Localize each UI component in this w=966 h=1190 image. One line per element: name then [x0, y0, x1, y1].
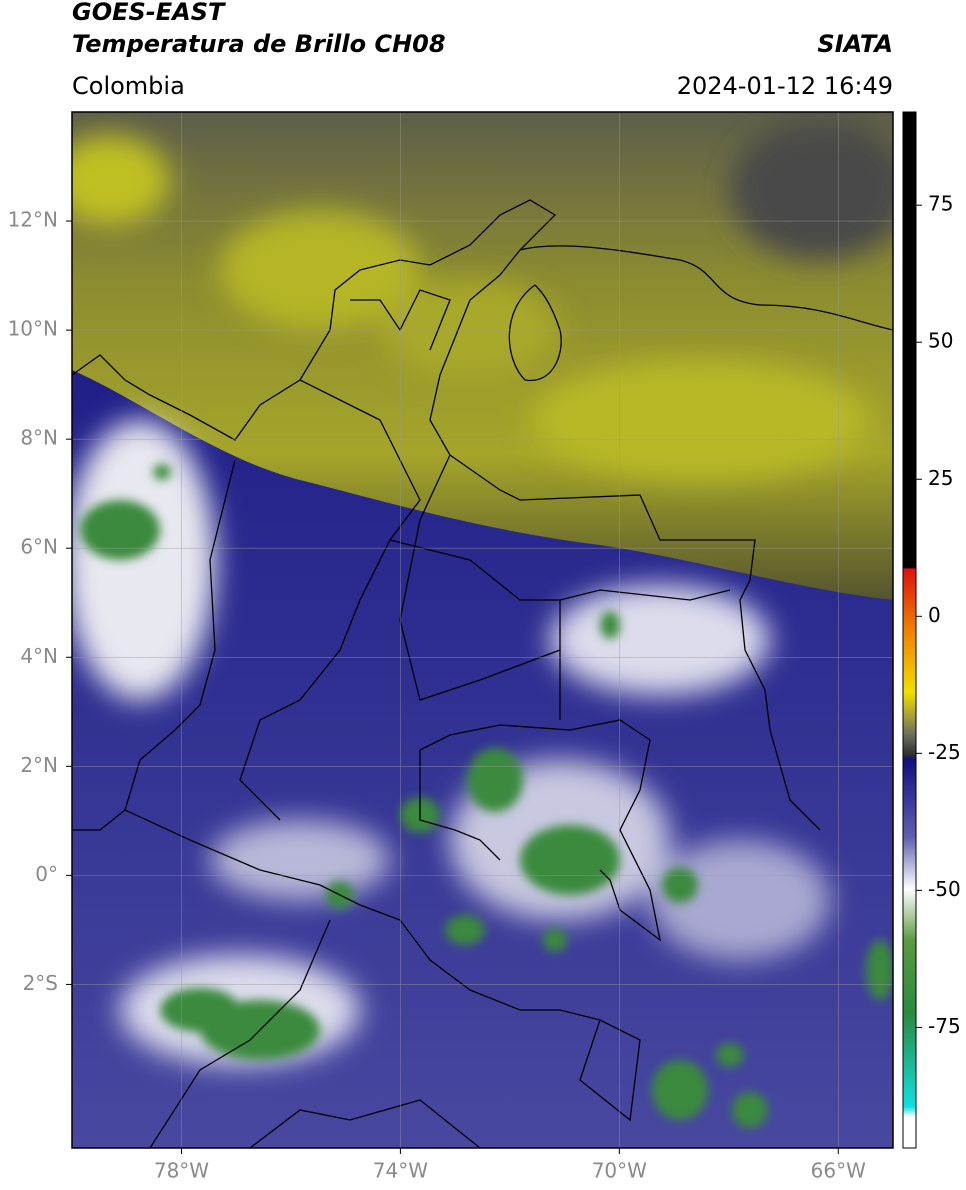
lon-tick-label: 74°W	[373, 1159, 428, 1183]
map-frame	[71, 111, 894, 1149]
colorbar-tick-label: -25	[928, 740, 961, 764]
colorbar-tick-label: 50	[928, 329, 953, 353]
lat-tick-label: 10°N	[8, 317, 58, 341]
colorbar-tick-label: 75	[928, 192, 953, 216]
colorbar-tick-label: -75	[928, 1014, 961, 1038]
satellite-image	[72, 112, 893, 1148]
lon-tick-label: 78°W	[154, 1159, 209, 1183]
lat-tick-label: 0°	[35, 862, 58, 886]
lat-tick-label: 8°N	[20, 426, 58, 450]
colorbar-tick-label: 0	[928, 603, 941, 627]
lon-tick-label: 70°W	[592, 1159, 647, 1183]
borders	[72, 199, 893, 1148]
colorbar-tick-label: -50	[928, 877, 961, 901]
satellite: GOES-EAST	[72, 0, 226, 26]
product: Temperatura de Brillo CH08	[72, 30, 446, 58]
graticule	[72, 112, 893, 1148]
datetime: 2024-01-12 16:49	[677, 72, 893, 100]
lat-tick-label: 2°N	[20, 753, 58, 777]
colorbar	[902, 111, 917, 1149]
lat-tick-label: 6°N	[20, 535, 58, 559]
colorbar-tick-label: 25	[928, 466, 953, 490]
region: Colombia	[72, 72, 185, 100]
lon-tick-label: 66°W	[811, 1159, 866, 1183]
lat-tick-label: 2°S	[23, 971, 58, 995]
lat-tick-label: 12°N	[8, 208, 58, 232]
lat-tick-label: 4°N	[20, 644, 58, 668]
source: SIATA	[817, 30, 893, 58]
